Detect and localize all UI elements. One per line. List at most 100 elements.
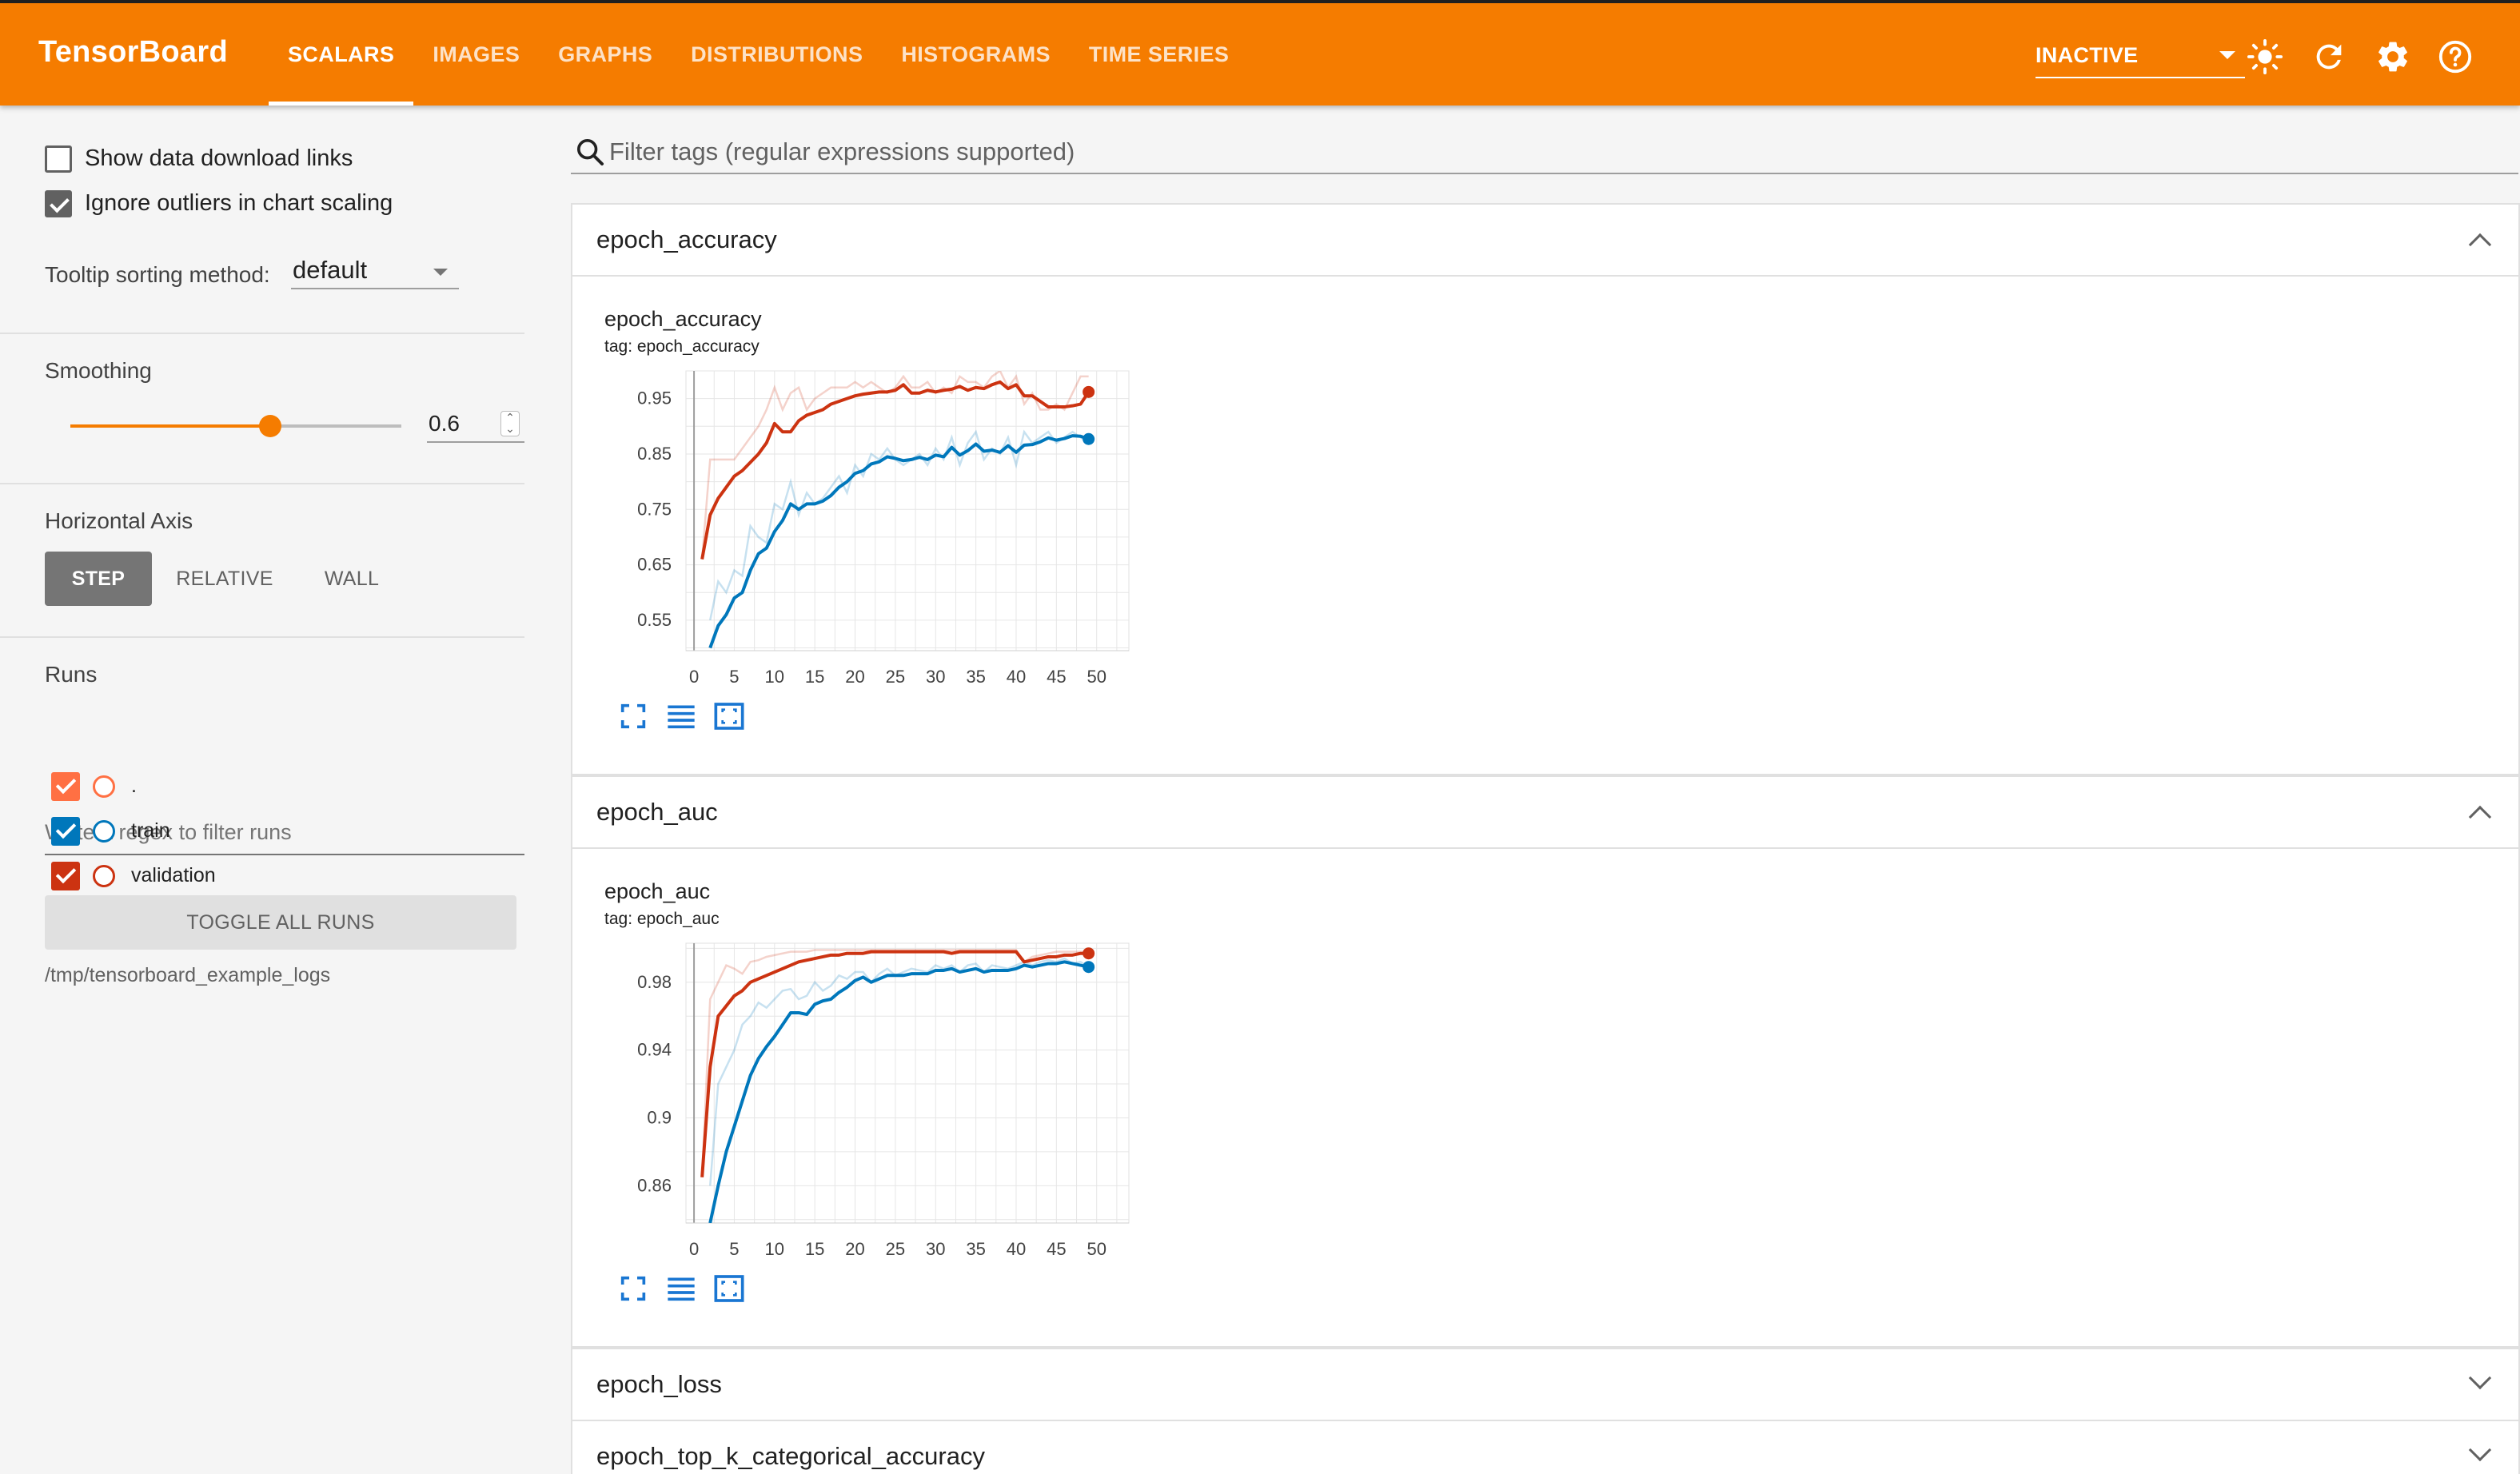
show-download-links-checkbox[interactable] [45,145,72,173]
chevron-down-icon[interactable] [2468,1438,2492,1462]
chevron-down-icon [2219,51,2235,59]
toggle-all-runs-button[interactable]: TOGGLE ALL RUNS [45,895,516,950]
x-tick-label: 50 [1087,667,1106,687]
tab-distributions[interactable]: DISTRIBUTIONS [691,42,863,66]
card-title: epoch_auc [596,798,718,826]
card-header-epoch-accuracy[interactable]: epoch_accuracy [571,203,2520,277]
filter-tags-placeholder: Filter tags (regular expressions support… [609,137,1075,165]
series-train-end-point [1083,432,1095,445]
app-title: TensorBoard [38,35,228,69]
fit-domain-icon[interactable] [713,700,745,732]
settings-gear-icon[interactable] [2374,38,2411,75]
y-tick-label: 0.94 [637,1040,672,1060]
run-color-ring-icon[interactable] [93,775,115,798]
sun-icon[interactable] [2247,38,2283,75]
fit-domain-icon[interactable] [713,1273,745,1305]
x-tick-label: 50 [1087,1239,1106,1259]
tooltip-sorting-label: Tooltip sorting method: [45,262,270,287]
series-validation-end-point [1083,385,1095,398]
refresh-icon[interactable] [2311,38,2347,75]
y-tick-label: 0.85 [637,444,672,464]
series-train-smoothed-line [708,960,1090,1223]
tab-scalars[interactable]: SCALARS [269,3,414,106]
y-tick-label: 0.9 [647,1107,672,1127]
x-tick-label: 30 [926,1239,945,1259]
run-checkbox[interactable] [51,862,80,890]
card-title: epoch_accuracy [596,225,777,253]
y-tick-label: 0.55 [637,610,672,630]
run-color-ring-icon[interactable] [93,820,115,843]
tooltip-sorting-value: default [293,256,368,284]
tab-graphs[interactable]: GRAPHS [558,42,653,66]
series-group [700,371,1091,649]
spinner-icon[interactable]: ⌃ ⌄ [500,411,520,436]
smoothing-value: 0.6 [429,411,460,436]
series-validation-smoothed-line [700,950,1089,1177]
smoothing-input[interactable]: 0.6 ⌃ ⌄ [427,408,524,443]
tab-histograms[interactable]: HISTOGRAMS [901,42,1051,66]
card-header-epoch-top-k-categorical-accuracy[interactable]: epoch_top_k_categorical_accuracy [571,1420,2520,1474]
x-tick-label: 40 [1007,1239,1026,1259]
dashboard-tabs: SCALARS IMAGES GRAPHS DISTRIBUTIONS HIST… [269,3,1248,106]
runs-label: Runs [45,662,98,687]
toggle-log-scale-icon[interactable] [665,1273,697,1305]
toggle-log-scale-icon[interactable] [665,700,697,732]
fullscreen-icon[interactable] [617,1273,649,1305]
x-tick-label: 5 [729,1239,739,1259]
x-tick-label: 35 [966,667,985,687]
axis-relative-button[interactable]: RELATIVE [176,567,273,590]
chevron-down-icon [433,269,448,276]
chevron-up-icon[interactable] [2468,233,2492,257]
ignore-outliers-checkbox[interactable] [45,190,72,217]
scalar-chart-epoch-accuracy[interactable]: 0 5 10 15 20 25 30 35 40 45 50 0.55 0.65 0.75 0.85 0.95 [572,277,1180,692]
axis-wall-button[interactable]: WALL [324,567,380,590]
run-row-validation[interactable]: validation [51,860,499,892]
series-train-end-point [1083,961,1095,974]
help-icon[interactable] [2437,38,2474,75]
y-tick-label: 0.65 [637,555,672,575]
ignore-outliers-label: Ignore outliers in chart scaling [85,190,393,216]
chart-subtitle: tag: epoch_auc [604,910,720,928]
x-tick-label: 20 [845,1239,864,1259]
inactive-select-label: INACTIVE [2036,43,2139,67]
card-header-epoch-loss[interactable]: epoch_loss [571,1348,2520,1421]
run-checkbox[interactable] [51,817,80,846]
x-tick-label: 5 [729,667,739,687]
x-tick-label: 35 [966,1239,985,1259]
card-header-epoch-auc[interactable]: epoch_auc [571,775,2520,849]
divider [0,636,524,638]
x-tick-label: 10 [765,667,784,687]
card-title: epoch_top_k_categorical_accuracy [596,1442,985,1470]
scalar-chart-epoch-auc[interactable]: 0 5 10 15 20 25 30 35 40 45 50 0.86 0.9 0.94 0.98 [572,849,1180,1265]
smoothing-label: Smoothing [45,358,152,383]
chevron-up-icon[interactable] [2468,805,2492,829]
run-row-train[interactable]: train [51,815,499,847]
x-tick-label: 15 [805,1239,824,1259]
smoothing-slider-thumb[interactable] [259,415,281,437]
axis-step-button[interactable]: STEP [45,552,152,606]
plot-area [685,942,1130,1224]
runs-regex-input[interactable]: Write a regex to filter runs [45,815,524,855]
inactive-plugins-select[interactable]: INACTIVE [2036,38,2245,78]
x-tick-label: 0 [689,1239,699,1259]
run-color-ring-icon[interactable] [93,865,115,887]
x-tick-label: 0 [689,667,699,687]
chevron-down-icon[interactable] [2468,1366,2492,1390]
tab-time-series[interactable]: TIME SERIES [1088,42,1230,66]
filter-tags-input[interactable]: Filter tags (regular expressions support… [571,128,2518,174]
tooltip-sorting-select[interactable]: default [291,256,459,289]
tab-images[interactable]: IMAGES [433,42,520,66]
x-tick-label: 15 [805,667,824,687]
chart-title: epoch_accuracy [604,307,762,331]
run-row-dot[interactable]: . [51,771,499,803]
card-body-epoch-accuracy: epoch_accuracy tag: epoch_accuracy 0 5 10 1… [571,277,2520,775]
run-name: . [131,775,137,797]
card-title: epoch_loss [596,1370,722,1398]
x-tick-label: 25 [886,1239,905,1259]
horizontal-axis-label: Horizontal Axis [45,508,193,533]
divider [0,333,524,334]
fullscreen-icon[interactable] [617,700,649,732]
search-icon [577,139,604,165]
run-checkbox[interactable] [51,772,80,801]
series-train-raw-line [708,429,1090,621]
